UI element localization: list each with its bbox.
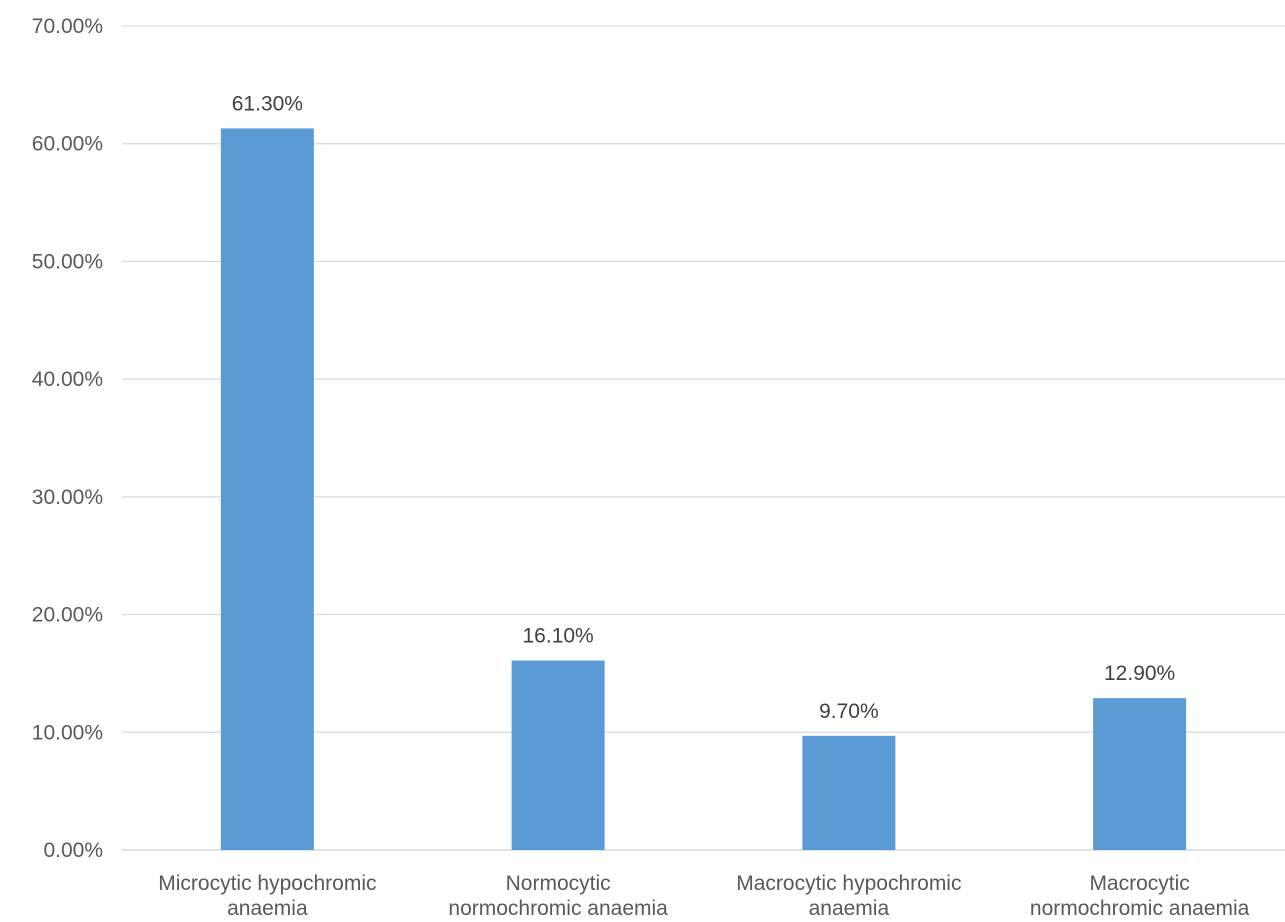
bar (511, 660, 605, 850)
y-tick-label: 70.00% (32, 15, 103, 38)
y-axis-tick-labels: 0.00% 10.00% 20.00% 30.00% 40.00% 50.00% 60.00… (32, 15, 103, 862)
gridlines (122, 25, 1285, 851)
x-category-label-line: anaemia (809, 897, 890, 920)
x-category-label: Normocytic normochromic anaemia (448, 872, 668, 920)
bar (802, 735, 896, 850)
y-tick-label: 10.00% (32, 721, 103, 744)
y-tick-label: 0.00% (43, 839, 103, 862)
x-category-label-line: Macrocytic hypochromic (736, 872, 961, 895)
x-category-label-line: normochromic anaemia (1030, 897, 1250, 920)
data-label: 9.70% (819, 700, 879, 723)
bars (220, 128, 1187, 850)
y-tick-label: 20.00% (32, 604, 103, 627)
x-category-label: Macrocytic normochromic anaemia (1030, 872, 1250, 920)
y-tick-label: 40.00% (32, 368, 103, 391)
x-category-label-line: anaemia (227, 897, 308, 920)
y-tick-label: 30.00% (32, 486, 103, 509)
data-label: 12.90% (1104, 662, 1175, 685)
y-tick-label: 50.00% (32, 250, 103, 273)
bar (1093, 698, 1187, 850)
x-category-label: Microcytic hypochromic anaemia (158, 872, 376, 920)
x-category-label-line: Microcytic hypochromic (158, 872, 376, 895)
data-label: 61.30% (232, 92, 303, 115)
data-labels: 61.30% 16.10% 9.70% 12.90% (232, 92, 1175, 722)
x-category-label: Macrocytic hypochromic anaemia (736, 872, 961, 920)
x-category-label-line: Macrocytic (1089, 872, 1189, 895)
data-label: 16.10% (523, 624, 594, 647)
x-category-label-line: Normocytic (506, 872, 611, 895)
y-tick-label: 60.00% (32, 133, 103, 156)
x-category-label-line: normochromic anaemia (448, 897, 668, 920)
bar (220, 128, 314, 850)
